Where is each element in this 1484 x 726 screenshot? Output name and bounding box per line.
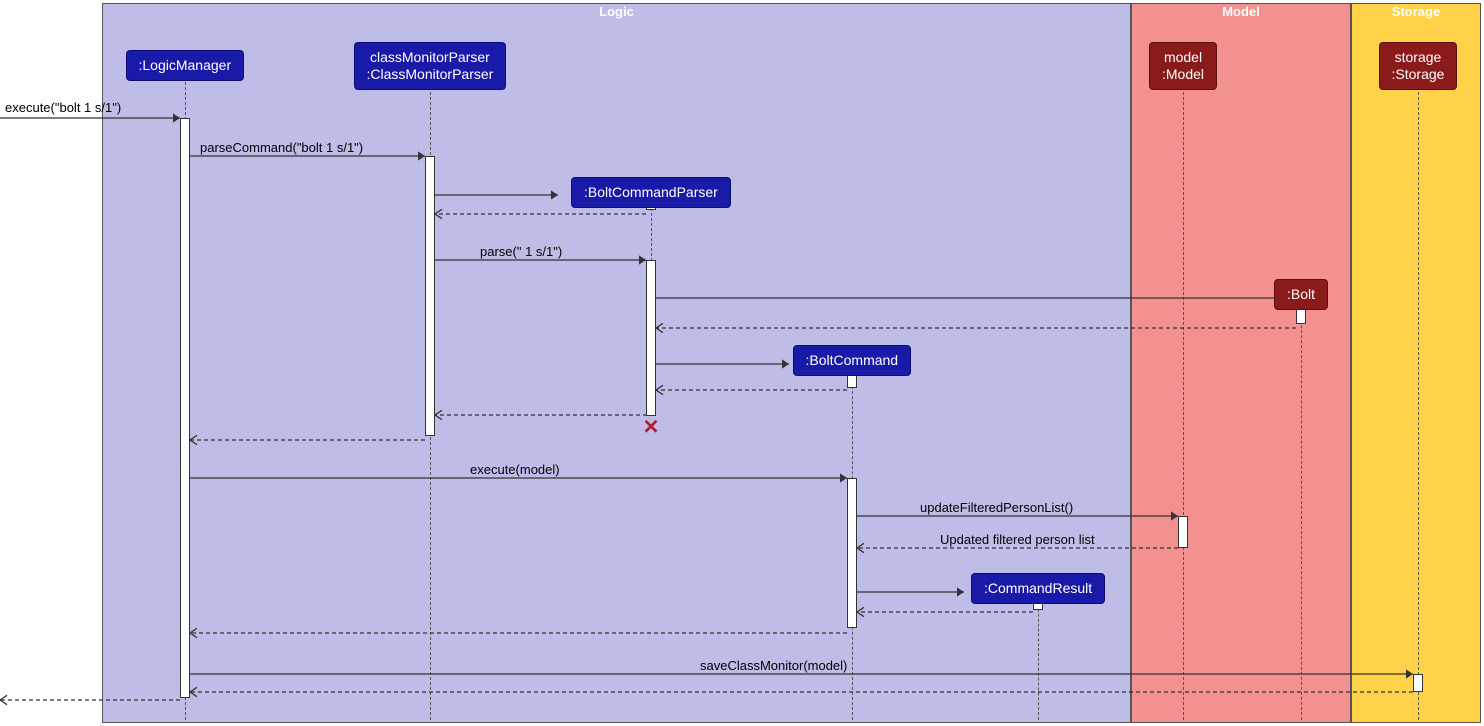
participant-logicManager: :LogicManager	[126, 50, 245, 81]
participant-commandResult: :CommandResult	[971, 573, 1105, 604]
message-label-4: parse(" 1 s/1")	[480, 244, 562, 259]
message-label-13: Updated filtered person list	[940, 532, 1095, 547]
participant-bolt: :Bolt	[1274, 279, 1328, 310]
participant-storage: storage :Storage	[1379, 42, 1458, 90]
participant-model: model :Model	[1149, 42, 1217, 90]
participant-boltCommandParser: :BoltCommandParser	[571, 177, 731, 208]
arrows-layer	[0, 0, 1484, 726]
message-label-17: saveClassMonitor(model)	[700, 658, 847, 673]
message-label-1: parseCommand("bolt 1 s/1")	[200, 140, 363, 155]
participant-classMonitorParser: classMonitorParser :ClassMonitorParser	[354, 42, 507, 90]
destroy-icon: ✕	[643, 415, 660, 440]
message-label-0: execute("bolt 1 s/1")	[5, 100, 121, 115]
participant-boltCommand: :BoltCommand	[793, 345, 912, 376]
message-label-11: execute(model)	[470, 462, 560, 477]
message-label-12: updateFilteredPersonList()	[920, 500, 1073, 515]
